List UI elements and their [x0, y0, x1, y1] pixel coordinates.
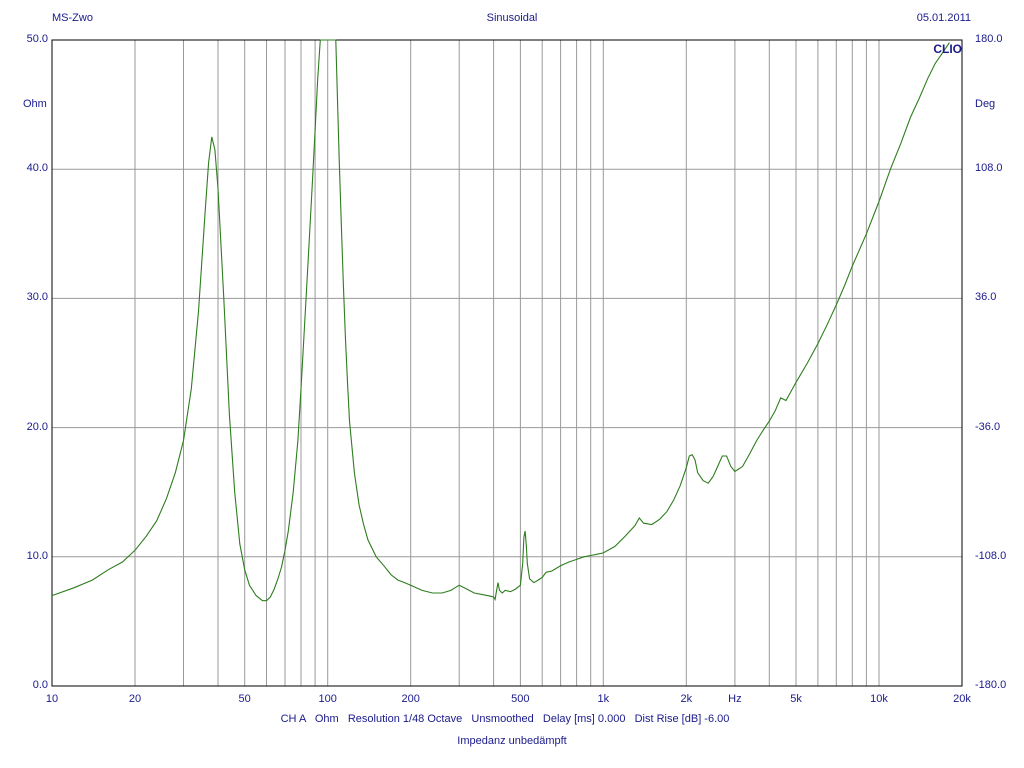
x-tick-label: 1k: [597, 693, 610, 705]
x-axis-unit: Hz: [728, 693, 742, 705]
settings-line: CH A Ohm Resolution 1/48 Octave Unsmooth…: [280, 713, 730, 725]
y-tick-label-right: -108.0: [975, 549, 1007, 562]
y-tick-label-right: -180.0: [975, 679, 1007, 691]
plot-frame: [51, 39, 963, 687]
y-tick-label-left: 50.0: [26, 33, 48, 45]
impedance-trace: [51, 39, 950, 602]
y-tick-label-left: 40.0: [26, 162, 48, 175]
y-tick-label-left: 0.0: [32, 679, 48, 691]
y-axis-unit-right: Deg: [975, 98, 996, 110]
y-tick-label-left: 10.0: [26, 549, 48, 562]
x-tick-label: 10: [45, 693, 59, 705]
x-tick-label: 20: [128, 693, 142, 705]
vertical-gridlines: [134, 40, 880, 686]
y-tick-label-right: -36.0: [975, 420, 1001, 433]
x-tick-label: 50: [238, 693, 251, 705]
y-tick-label-right: 180.0: [975, 33, 1003, 45]
y-tick-label-left: 20.0: [26, 420, 48, 433]
chart-caption: Impedanz unbedämpft: [457, 735, 567, 747]
x-tick-label: 200: [401, 693, 420, 705]
x-tick-label: 100: [318, 693, 337, 705]
x-tick-label: 2k: [680, 693, 693, 705]
y-axis-unit-left: Ohm: [23, 98, 47, 110]
header-center-title: Sinusoidal: [486, 12, 538, 24]
y-tick-label-right: 108.0: [975, 162, 1003, 175]
x-tick-label: 20k: [953, 693, 971, 705]
header-right-date: 05.01.2011: [916, 12, 971, 24]
y-tick-label-left: 30.0: [26, 291, 48, 304]
y-tick-label-right: 36.0: [975, 291, 997, 304]
x-tick-label: 5k: [790, 693, 802, 705]
x-tick-label: 10k: [870, 693, 888, 705]
clio-logo: CLIO: [933, 42, 962, 56]
x-tick-label: 500: [511, 693, 530, 705]
header-left-title: MS-Zwo: [52, 12, 93, 24]
horizontal-gridlines: [52, 168, 962, 558]
